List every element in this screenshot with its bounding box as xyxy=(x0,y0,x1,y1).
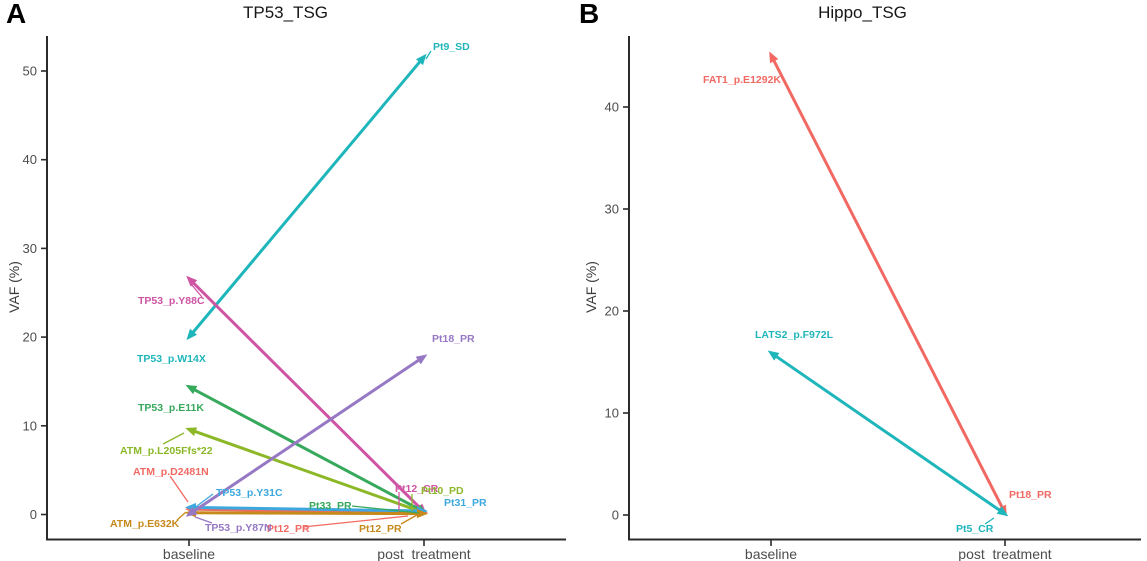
series-labels-pt33_pr: TP53_p.E11K Pt33_PR xyxy=(138,402,420,514)
mutation-label: TP53_p.Y88C xyxy=(138,295,205,307)
panel-b-title: Hippo_TSG xyxy=(818,3,907,22)
patient-outcome-label: Pt12_PR xyxy=(267,523,310,535)
panel-a-title: TP53_TSG xyxy=(242,3,329,22)
mutation-label: TP53_p.W14X xyxy=(137,353,206,365)
y-axis-tick-label: 50 xyxy=(23,64,37,79)
y-axis-tick-label: 10 xyxy=(605,406,619,421)
series-line xyxy=(188,427,425,515)
series-line xyxy=(188,385,425,514)
series-pt18_pr xyxy=(769,51,1007,517)
post-treatment-arrow-marker xyxy=(415,53,427,66)
post-treatment-arrow-marker xyxy=(416,508,428,519)
panel-a-y-axis-label: VAF (%) xyxy=(6,261,22,313)
baseline-arrow-marker xyxy=(186,328,198,341)
y-axis-tick-label: 20 xyxy=(605,304,619,319)
patient-outcome-label-leader xyxy=(400,514,418,525)
y-axis-tick-label: 40 xyxy=(605,100,619,115)
post-treatment-arrow-marker xyxy=(996,506,1009,517)
post-treatment-arrow-marker xyxy=(415,354,428,365)
patient-outcome-label: Pt12_CR xyxy=(395,483,439,495)
panel-b-corner-label: B xyxy=(579,0,600,29)
mutation-label-leader xyxy=(176,511,187,521)
mutation-label-leader xyxy=(194,516,213,524)
y-axis-tick-label: 30 xyxy=(23,241,37,256)
patient-outcome-label-leader xyxy=(984,517,995,525)
series-line xyxy=(769,54,1007,514)
mutation-label-leader xyxy=(196,493,214,507)
series-labels-pt12_cr: TP53_p.Y88C Pt12_CR xyxy=(138,283,439,512)
baseline-arrow-marker xyxy=(186,275,198,287)
mutation-label: ATM_p.D2481N xyxy=(133,466,209,478)
mutation-label: TP53_p.Y87N xyxy=(205,522,272,534)
mutation-label: TP53_p.E11K xyxy=(138,402,204,414)
baseline-arrow-marker xyxy=(185,506,198,517)
mutation-label: FAT1_p.E1292K xyxy=(703,74,781,86)
patient-outcome-label: Pt18_PR xyxy=(432,333,475,345)
baseline-arrow-marker xyxy=(767,350,780,361)
y-axis-tick-label: 30 xyxy=(605,202,619,217)
patient-outcome-label: Pt5_CR xyxy=(956,523,994,535)
panel-a: 0 10 20 30 40 50 baseline post_treatment TP53_p.… xyxy=(23,36,566,561)
x-axis-tick-label: post_treatment xyxy=(377,546,470,561)
series-line xyxy=(188,355,425,516)
series-labels-pt18_pr: TP53_p.Y87N Pt18_PR xyxy=(194,333,475,534)
series-labels-pt31_pr: TP53_p.Y31C Pt31_PR xyxy=(196,487,487,509)
panel-b: 0 10 20 30 40 baseline post_treatment FAT1_p.E1… xyxy=(605,36,1141,561)
mutation-label: ATM_p.E632K xyxy=(110,518,180,530)
series-line xyxy=(770,351,1006,516)
baseline-arrow-marker xyxy=(769,51,779,64)
patient-outcome-label-leader xyxy=(351,505,420,514)
series-pt18_pr xyxy=(185,354,428,517)
baseline-arrow-marker xyxy=(185,384,198,395)
series-labels-pt12_pr: ATM_p.D2481N Pt12_PR xyxy=(133,466,409,535)
y-axis-tick-label: 0 xyxy=(612,508,619,523)
mutation-label: TP53_p.Y31C xyxy=(216,487,283,499)
patient-outcome-label: Pt12_PR xyxy=(359,523,402,535)
x-axis-tick-label: baseline xyxy=(745,546,797,561)
series-pt10_pd xyxy=(185,427,428,515)
mutation-label-leader xyxy=(169,475,189,503)
y-axis-tick-label: 20 xyxy=(23,330,37,345)
mutation-label: ATM_p.L205Ffs*22 xyxy=(120,445,213,457)
series-line xyxy=(188,511,425,516)
panel-b-y-axis-label: VAF (%) xyxy=(583,261,599,313)
mutation-label-leader xyxy=(162,432,185,445)
baseline-arrow-marker xyxy=(185,427,198,437)
patient-outcome-label: Pt10_PD xyxy=(421,485,464,497)
series-line xyxy=(188,505,425,513)
series-labels-pt9_sd: TP53_p.W14X Pt9_SD xyxy=(137,41,470,365)
patient-outcome-label: Pt31_PR xyxy=(444,497,487,509)
series-labels-pt10_pd: ATM_p.L205Ffs*22 Pt10_PD xyxy=(120,432,464,511)
patient-outcome-label-leader xyxy=(302,515,409,528)
panel-a-corner-label: A xyxy=(6,0,27,29)
y-axis-tick-label: 40 xyxy=(23,152,37,167)
patient-outcome-label: Pt33_PR xyxy=(309,500,352,512)
mutation-label-leader xyxy=(190,283,203,298)
y-axis-tick-label: 10 xyxy=(23,418,37,433)
series-line xyxy=(187,55,426,339)
series-labels-pt12_pr: ATM_p.E632K Pt12_PR xyxy=(110,511,418,535)
patient-outcome-label: Pt18_PR xyxy=(1009,489,1052,501)
patient-outcome-label-leader xyxy=(425,50,432,60)
series-pt5_cr xyxy=(767,350,1009,517)
mutation-label: LATS2_p.F972L xyxy=(755,329,834,341)
patient-outcome-label: Pt9_SD xyxy=(433,41,470,53)
series-line xyxy=(187,277,426,513)
y-axis-tick-label: 0 xyxy=(30,507,37,522)
series-pt9_sd xyxy=(186,53,427,341)
series-labels-pt5_cr: LATS2_p.F972L Pt5_CR xyxy=(755,329,995,535)
series-pt12_cr xyxy=(186,275,427,515)
series-labels-pt18_pr: FAT1_p.E1292K Pt18_PR xyxy=(703,74,1052,501)
x-axis-tick-label: post_treatment xyxy=(958,546,1051,561)
x-axis-tick-label: baseline xyxy=(163,546,215,561)
